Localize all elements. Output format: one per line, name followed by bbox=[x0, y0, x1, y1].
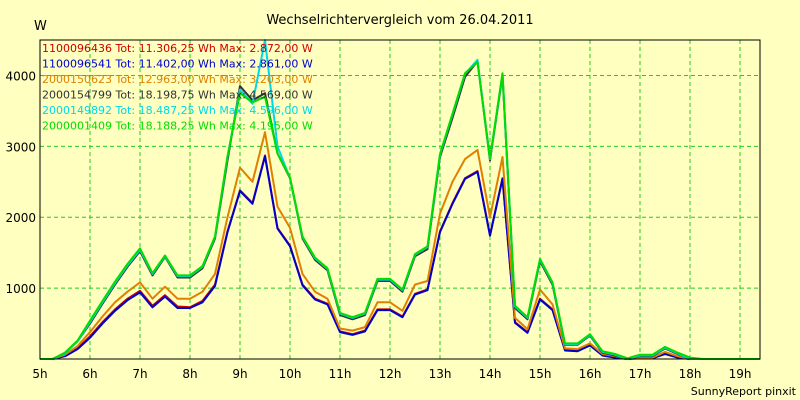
plot-frame bbox=[39, 39, 761, 360]
x-tick-label: 9h bbox=[232, 367, 247, 381]
y-axis-unit: W bbox=[34, 19, 47, 34]
legend-entry-2000149892: 2000149892 Tot: 18.487,25 Wh Max: 4.596,… bbox=[42, 104, 313, 117]
series-line-2000150623 bbox=[40, 131, 760, 360]
y-tick-label: 4000 bbox=[5, 69, 36, 83]
chart-title: Wechselrichtervergleich vom 26.04.2011 bbox=[266, 13, 533, 28]
series-line-1100096541 bbox=[40, 155, 760, 360]
x-tick-label: 12h bbox=[379, 367, 402, 381]
y-axis-ticks: 1000 2000 3000 4000 bbox=[5, 69, 36, 296]
y-tick-label: 2000 bbox=[5, 211, 36, 225]
legend-entry-1100096541: 1100096541 Tot: 11.402,00 Wh Max: 2.861,… bbox=[42, 58, 313, 71]
x-tick-label: 13h bbox=[429, 367, 452, 381]
legend-entry-2000001409: 2000001409 Tot: 18.188,25 Wh Max: 4.195,… bbox=[42, 120, 313, 133]
legend: 1100096436 Tot: 11.306,25 Wh Max: 2.872,… bbox=[42, 42, 313, 133]
x-tick-label: 8h bbox=[182, 367, 197, 381]
y-tick-label: 3000 bbox=[5, 140, 36, 154]
x-tick-label: 15h bbox=[529, 367, 552, 381]
series-line-2000001409 bbox=[40, 61, 760, 360]
x-tick-label: 18h bbox=[679, 367, 702, 381]
x-tick-label: 16h bbox=[579, 367, 602, 381]
x-tick-label: 10h bbox=[279, 367, 302, 381]
x-tick-label: 17h bbox=[629, 367, 652, 381]
series-lines bbox=[40, 39, 760, 360]
legend-entry-1100096436: 1100096436 Tot: 11.306,25 Wh Max: 2.872,… bbox=[42, 42, 313, 55]
x-tick-label: 6h bbox=[82, 367, 97, 381]
legend-entry-2000154799: 2000154799 Tot: 18.198,75 Wh Max: 4.569,… bbox=[42, 89, 313, 102]
y-tick-label: 1000 bbox=[5, 282, 36, 296]
legend-entry-2000150623: 2000150623 Tot: 12.963,00 Wh Max: 3.203,… bbox=[42, 73, 313, 86]
x-axis-ticks: 5h 6h 7h 8h 9h 10h 11h 12h 13h 14h 15h 16h 17h 18h 19h bbox=[32, 367, 751, 381]
series-line-1100096436 bbox=[40, 154, 760, 360]
footer-credit: SunnyReport pinxit bbox=[691, 385, 797, 398]
x-tick-label: 14h bbox=[479, 367, 502, 381]
x-tick-label: 11h bbox=[329, 367, 352, 381]
x-tick-label: 7h bbox=[132, 367, 147, 381]
x-tick-label: 19h bbox=[729, 367, 752, 381]
x-tick-label: 5h bbox=[32, 367, 47, 381]
